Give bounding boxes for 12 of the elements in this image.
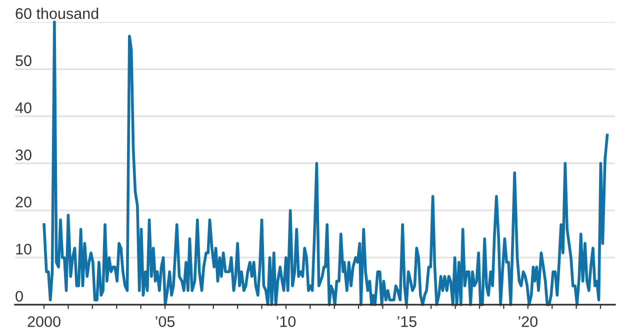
y-tick-label: 30: [16, 150, 32, 160]
y-tick-label: 20: [16, 196, 32, 208]
x-tick-label: ’10: [276, 316, 296, 328]
x-tick-label: 2000: [28, 316, 60, 328]
y-tick-label: 10: [16, 244, 32, 255]
x-tick-label: ’20: [518, 316, 538, 328]
x-tick-label: ’15: [398, 316, 416, 328]
y-tick-label: 60 thousand: [16, 8, 98, 19]
y-tick-label: 0: [16, 290, 23, 302]
y-tick-label: 50: [16, 55, 32, 66]
y-tick-label: 40: [15, 102, 32, 114]
x-tick-label: ’05: [156, 316, 175, 328]
